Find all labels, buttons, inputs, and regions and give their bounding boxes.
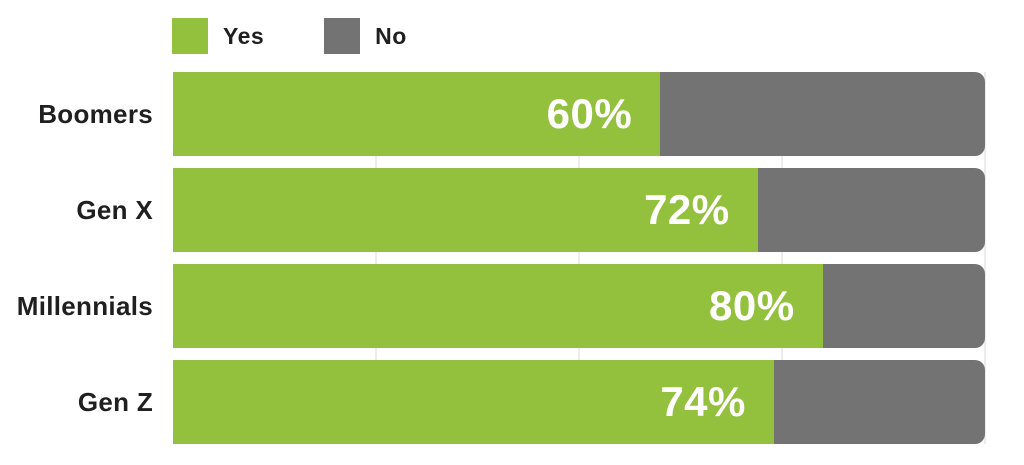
bar-segment-yes: 60% [173,72,661,156]
gridline-100pct [984,72,986,444]
plot-area: 60% 72% 80% 74% [173,72,986,444]
bar-segment-no [773,360,985,444]
gridline-75pct [781,72,783,444]
bar-segment-yes: 72% [173,168,758,252]
legend-item-yes: Yes [172,18,264,54]
bar-row-gen-x: 72% [173,168,985,252]
category-label-gen-z: Gen Z [77,386,153,417]
category-label-millennials: Millennials [16,290,153,321]
legend-swatch-no-icon [324,18,361,54]
gridline-25pct [375,72,377,444]
bar-segment-no [660,72,985,156]
category-labels: Boomers Gen X Millennials Gen Z [0,72,153,444]
gridline-50pct [578,72,580,444]
bar-value-label: 80% [709,282,795,329]
legend-item-no: No [324,18,407,54]
bar-rows: 60% 72% 80% 74% [173,72,985,444]
bar-value-label: 60% [546,90,633,137]
bar-row-boomers: 60% [173,72,985,156]
bar-segment-no [757,168,985,252]
category-label-gen-x: Gen X [76,194,153,225]
bar-segment-no [822,264,985,348]
category-label-boomers: Boomers [38,98,153,129]
bar-segment-yes: 80% [173,264,823,348]
chart-legend: Yes No [172,18,407,54]
legend-swatch-yes-icon [172,18,208,54]
bar-value-label: 72% [644,186,730,233]
bar-segment-yes: 74% [173,360,774,444]
legend-label-no: No [375,22,407,49]
legend-label-yes: Yes [223,22,265,49]
bar-row-millennials: 80% [173,264,985,348]
bar-value-label: 74% [660,378,746,425]
bar-row-gen-z: 74% [173,360,985,444]
